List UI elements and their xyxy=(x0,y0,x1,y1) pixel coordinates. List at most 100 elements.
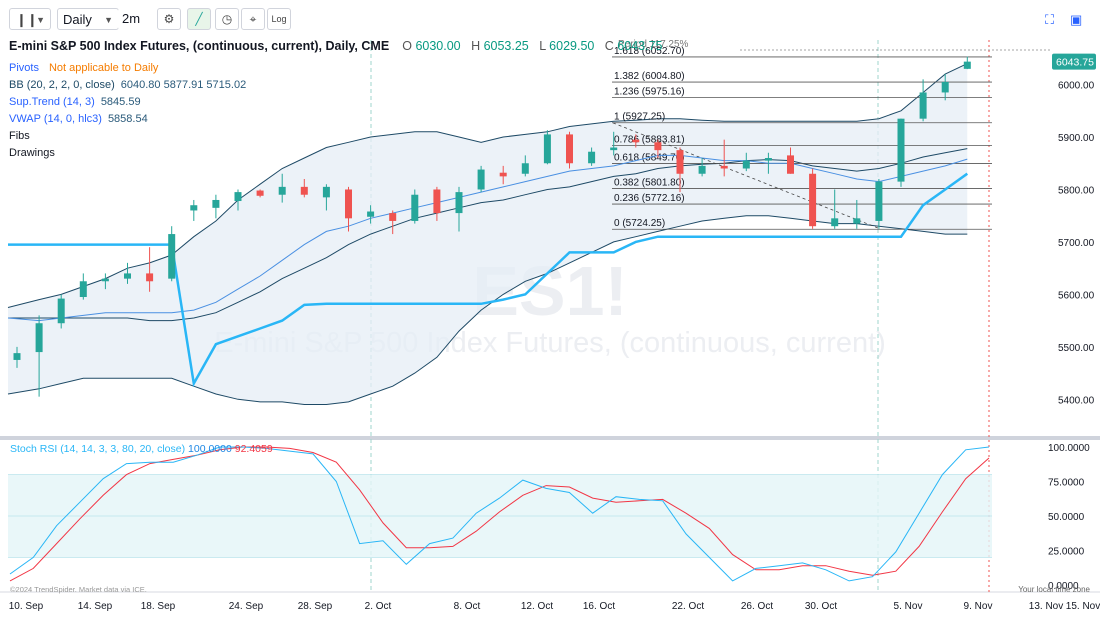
log-scale-button[interactable]: Log xyxy=(267,8,291,30)
fib-level-label: 1.236 (5975.16) xyxy=(614,87,685,98)
candle-body xyxy=(168,234,176,279)
gear-icon: ⚙ xyxy=(163,12,175,26)
open-value: 6030.00 xyxy=(415,39,461,53)
stoch-tick-label: 50.0000 xyxy=(1048,512,1085,523)
candle xyxy=(278,173,286,203)
fullscreen-button[interactable]: ⛶ xyxy=(1045,12,1054,28)
candle xyxy=(389,210,397,235)
vwap-value: 5858.54 xyxy=(107,113,148,125)
candle xyxy=(875,178,883,229)
log-label: Log xyxy=(271,14,287,24)
chart-type-button[interactable]: ❙❙ ▼ xyxy=(9,8,51,30)
legend-supertrend[interactable]: Sup.Trend (14, 3) 5845.59 xyxy=(9,94,662,111)
time-tick-label: 26. Oct xyxy=(741,601,773,612)
candle xyxy=(676,147,684,193)
candle xyxy=(57,294,65,329)
candle-body xyxy=(234,192,242,202)
candle xyxy=(543,130,551,165)
vwap-line xyxy=(7,154,968,322)
stoch-legend: Stoch RSI (14, 14, 3, 3, 80, 20, close) … xyxy=(10,443,273,455)
price-tick-label: 5600.00 xyxy=(1058,290,1095,301)
high-label: H xyxy=(471,39,481,53)
candle-body xyxy=(742,160,750,169)
candle xyxy=(853,199,861,229)
open-label: O xyxy=(402,39,412,53)
candle xyxy=(322,184,330,211)
bb-upper-line xyxy=(7,63,968,308)
symbol-title: E-mini S&P 500 Index Futures, (continuou… xyxy=(9,39,390,53)
timeframe-button[interactable]: 2m xyxy=(118,8,144,30)
low-value: 6029.50 xyxy=(549,39,595,53)
pivots-label: Pivots xyxy=(9,62,39,74)
candle-body xyxy=(831,218,839,227)
interval-select[interactable]: Daily ▼ xyxy=(57,8,119,30)
time-tick-label: 22. Oct xyxy=(672,601,704,612)
fib-level-label: 1.382 (6004.80) xyxy=(614,71,685,82)
candle-body xyxy=(654,142,662,151)
candle-body xyxy=(632,139,640,143)
candle-body xyxy=(499,172,507,177)
candle-body xyxy=(101,278,109,282)
candle-body xyxy=(521,163,529,174)
candle xyxy=(168,226,176,282)
candle-body xyxy=(190,205,198,211)
time-tick-label: 18. Sep xyxy=(141,601,176,612)
clock-button[interactable]: ◷ xyxy=(215,8,239,30)
time-tick-label: 28. Sep xyxy=(298,601,333,612)
bb-values: 6040.80 5877.91 5715.02 xyxy=(120,79,247,91)
stoch-k-line xyxy=(9,446,990,582)
candle xyxy=(941,74,949,101)
candle xyxy=(610,131,618,156)
candle xyxy=(742,152,750,172)
candle-body xyxy=(455,192,463,214)
crosshair-button[interactable]: ⌖ xyxy=(241,8,265,30)
camera-icon: ▣ xyxy=(1070,12,1083,27)
candle xyxy=(256,189,264,198)
candle xyxy=(13,346,21,368)
time-tick-label: 9. Nov xyxy=(964,601,993,612)
low-label: L xyxy=(539,39,546,53)
candle xyxy=(300,178,308,198)
legend-drawings[interactable]: Drawings xyxy=(9,147,55,159)
candle-body xyxy=(853,218,861,224)
candle-body xyxy=(35,323,43,353)
candle xyxy=(367,205,375,224)
stoch-d-value: 92.4059 xyxy=(235,443,273,455)
candle xyxy=(212,194,220,219)
indicator-button[interactable]: ╱ xyxy=(187,8,211,30)
candle-body xyxy=(610,147,618,151)
legend-pivots[interactable]: Pivots Not applicable to Daily xyxy=(9,60,662,77)
candle xyxy=(588,147,596,166)
candle xyxy=(809,168,817,229)
time-tick-label: 5. Nov xyxy=(894,601,923,612)
price-tick-label: 5700.00 xyxy=(1058,238,1095,249)
price-tick-label: 5800.00 xyxy=(1058,185,1095,196)
local-time-label: Your local time zone xyxy=(1018,585,1090,594)
candle-body xyxy=(433,189,441,214)
candle-body xyxy=(809,173,817,227)
candle-body xyxy=(919,92,927,119)
candle xyxy=(146,247,154,292)
toolbar: ❙❙ ▼ Daily ▼ 2m ⚙ ╱ ◷ ⌖ Log ⛶ ▣ xyxy=(0,0,1100,38)
candle xyxy=(521,155,529,177)
candle xyxy=(720,139,728,177)
candle-body xyxy=(322,186,330,198)
time-tick-label: 12. Oct xyxy=(521,601,553,612)
candle-body xyxy=(57,298,65,324)
candle xyxy=(477,165,485,193)
candle-body xyxy=(897,118,905,182)
fib-period-text: Period 117.25% xyxy=(618,39,689,50)
legend-vwap[interactable]: VWAP (14, 0, hlc3) 5858.54 xyxy=(9,111,662,128)
legend-bb[interactable]: BB (20, 2, 2, 0, close) 6040.80 5877.91 5… xyxy=(9,77,662,94)
legend-fibs[interactable]: Fibs xyxy=(9,130,30,142)
candle xyxy=(35,315,43,397)
candle-body xyxy=(676,150,684,174)
candle-body xyxy=(411,194,419,221)
candle-body xyxy=(787,155,794,174)
snapshot-button[interactable]: ▣ xyxy=(1070,12,1082,28)
settings-button[interactable]: ⚙ xyxy=(157,8,181,30)
supertrend-label: Sup.Trend (14, 3) xyxy=(9,96,95,108)
price-tick-label: 6000.00 xyxy=(1058,81,1095,92)
candle-body xyxy=(698,165,706,174)
